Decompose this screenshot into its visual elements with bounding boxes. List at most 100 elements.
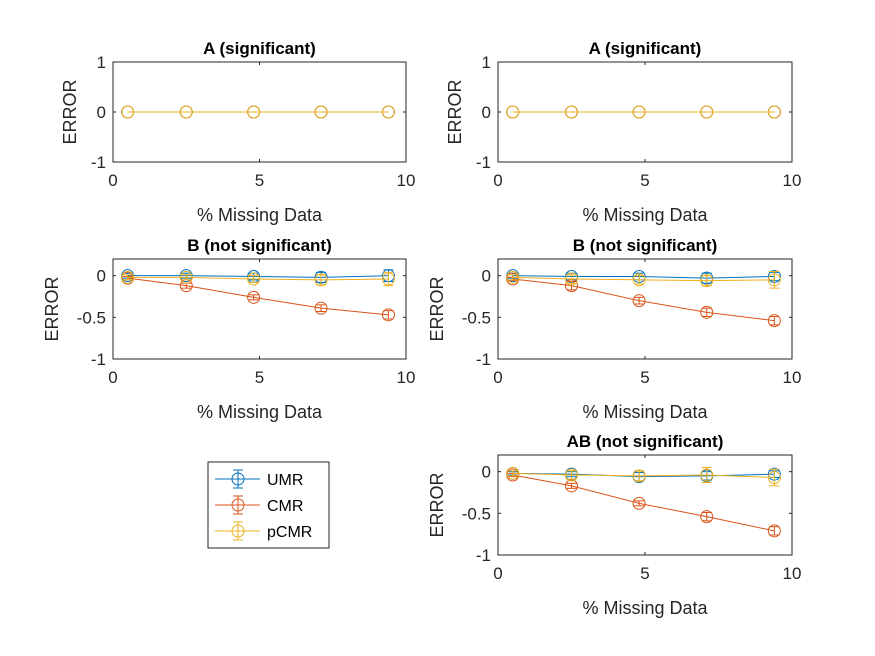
data-point — [565, 272, 578, 286]
data-point — [179, 270, 193, 284]
x-tick-label: 5 — [255, 171, 264, 190]
y-tick-label: -0.5 — [462, 504, 491, 523]
x-tick-label: 0 — [108, 171, 117, 190]
series-pcmr — [506, 105, 781, 119]
x-tick-label: 5 — [255, 368, 264, 387]
series-pcmr — [121, 105, 395, 119]
x-axis-label: % Missing Data — [582, 598, 708, 618]
subplot-title: A (significant) — [203, 39, 316, 58]
legend-entry-umr: UMR — [215, 469, 303, 489]
data-point — [314, 105, 328, 119]
data-point — [700, 510, 714, 524]
x-tick-label: 10 — [397, 368, 416, 387]
data-point — [314, 273, 328, 287]
data-point — [381, 105, 395, 119]
data-point — [314, 301, 328, 315]
x-axis-label: % Missing Data — [582, 205, 708, 225]
y-tick-label: 0 — [482, 463, 491, 482]
series-pcmr — [506, 270, 781, 289]
y-tick-label: 1 — [482, 53, 491, 72]
y-tick-label: 0 — [482, 103, 491, 122]
y-tick-label: -1 — [476, 350, 491, 369]
x-tick-label: 5 — [640, 564, 649, 583]
legend-label: UMR — [267, 472, 303, 489]
y-tick-label: 1 — [97, 53, 106, 72]
x-axis-label: % Missing Data — [197, 205, 323, 225]
y-tick-label: -0.5 — [462, 308, 491, 327]
x-tick-label: 0 — [493, 368, 502, 387]
x-tick-label: 5 — [640, 171, 649, 190]
x-axis-label: % Missing Data — [197, 402, 323, 422]
data-point — [179, 105, 193, 119]
x-tick-label: 10 — [783, 368, 802, 387]
y-tick-label: 0 — [97, 103, 106, 122]
subplot-title: AB (not significant) — [567, 432, 724, 451]
subplot-title: A (significant) — [589, 39, 702, 58]
series-pcmr — [506, 466, 781, 487]
y-tick-label: 0 — [97, 267, 106, 286]
data-point — [632, 105, 646, 119]
data-point — [565, 468, 578, 482]
series-pcmr — [121, 270, 395, 287]
y-tick-label: -1 — [91, 350, 106, 369]
data-point — [247, 272, 261, 286]
data-point — [632, 273, 646, 287]
legend-marker — [231, 498, 245, 512]
data-point — [767, 314, 781, 328]
data-point — [247, 290, 261, 304]
data-point — [767, 105, 781, 119]
data-point — [767, 471, 781, 484]
y-tick-label: -1 — [476, 153, 491, 172]
legend-label: pCMR — [267, 524, 312, 541]
data-point — [121, 105, 135, 119]
legend-label: CMR — [267, 498, 303, 515]
data-point — [767, 524, 781, 538]
data-point — [700, 274, 714, 288]
x-axis-label: % Missing Data — [582, 402, 708, 422]
data-point — [247, 105, 261, 119]
subplot-3: 0 5 10 -1 -0.5 0 B (not significant) % Missing … — [42, 236, 415, 422]
subplot-title: B (not significant) — [187, 236, 331, 255]
data-point — [632, 294, 646, 308]
data-point — [700, 105, 714, 119]
data-point — [700, 468, 714, 482]
data-point — [700, 305, 714, 319]
data-point — [506, 105, 520, 119]
x-tick-label: 10 — [783, 564, 802, 583]
data-point — [121, 270, 135, 284]
y-axis-label: ERROR — [60, 79, 80, 144]
y-tick-label: -1 — [476, 546, 491, 565]
data-point — [632, 469, 646, 483]
legend-entry-cmr: CMR — [215, 495, 303, 515]
x-tick-label: 0 — [493, 564, 502, 583]
data-point — [767, 273, 781, 287]
y-axis-label: ERROR — [445, 79, 465, 144]
data-point — [506, 270, 520, 284]
subplot-5: 0 5 10 -1 -0.5 0 AB (not significant) % Missing… — [427, 432, 801, 618]
y-tick-label: -0.5 — [77, 308, 106, 327]
x-tick-label: 0 — [493, 171, 502, 190]
y-axis-label: ERROR — [427, 472, 447, 537]
y-axis-label: ERROR — [42, 276, 62, 341]
subplot-title: B (not significant) — [573, 236, 717, 255]
data-point — [565, 479, 578, 493]
data-point — [565, 105, 578, 119]
x-tick-label: 10 — [783, 171, 802, 190]
legend-marker — [231, 472, 245, 486]
x-tick-label: 10 — [397, 171, 416, 190]
data-point — [506, 466, 520, 480]
y-tick-label: 0 — [482, 267, 491, 286]
x-tick-label: 0 — [108, 368, 117, 387]
x-tick-label: 5 — [640, 368, 649, 387]
y-axis-label: ERROR — [427, 276, 447, 341]
y-tick-label: -1 — [91, 153, 106, 172]
legend: UMR CMR pCMR — [207, 461, 330, 549]
legend-marker — [231, 524, 245, 538]
data-point — [632, 496, 646, 510]
subplot-4: 0 5 10 -1 -0.5 0 B (not significant) % Missing … — [427, 236, 801, 422]
data-point — [381, 272, 395, 286]
legend-entry-pcmr: pCMR — [215, 521, 312, 541]
